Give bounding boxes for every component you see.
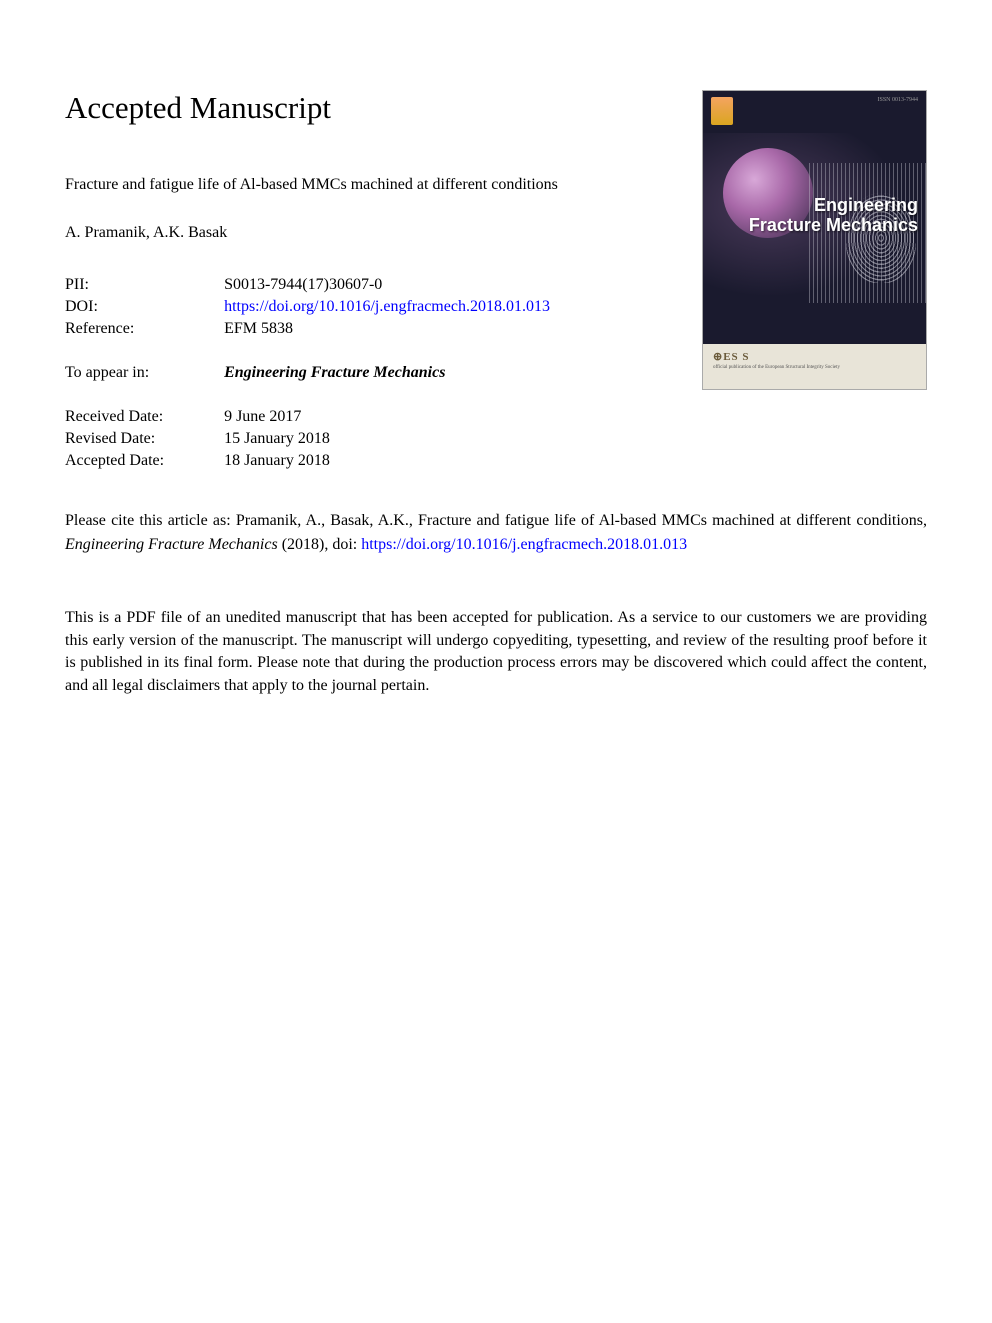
accepted-value: 18 January 2018: [224, 452, 550, 470]
meta-row-to-appear: To appear in: Engineering Fracture Mecha…: [65, 364, 550, 382]
meta-row-revised: Revised Date: 15 January 2018: [65, 430, 550, 448]
meta-row-reference: Reference: EFM 5838: [65, 320, 550, 338]
to-appear-label: To appear in:: [65, 364, 224, 382]
doi-value-link[interactable]: https://doi.org/10.1016/j.engfracmech.20…: [224, 298, 550, 316]
cover-title-box: Engineering Fracture Mechanics: [749, 196, 918, 236]
disclaimer-text: This is a PDF file of an unedited manusc…: [65, 607, 927, 697]
doi-label: DOI:: [65, 298, 224, 316]
left-content: Accepted Manuscript Fracture and fatigue…: [65, 90, 702, 474]
cover-top-band: ISSN 0013-7944: [703, 91, 926, 133]
citation-doi-link[interactable]: https://doi.org/10.1016/j.engfracmech.20…: [361, 536, 687, 553]
meta-row-accepted: Accepted Date: 18 January 2018: [65, 452, 550, 470]
accepted-manuscript-heading: Accepted Manuscript: [65, 90, 672, 126]
paper-title: Fracture and fatigue life of Al-based MM…: [65, 174, 672, 196]
revised-value: 15 January 2018: [224, 430, 550, 448]
citation-block: Please cite this article as: Pramanik, A…: [65, 509, 927, 557]
meta-row-received: Received Date: 9 June 2017: [65, 408, 550, 426]
citation-journal: Engineering Fracture Mechanics: [65, 536, 278, 553]
authors: A. Pramanik, A.K. Basak: [65, 224, 672, 242]
reference-value: EFM 5838: [224, 320, 550, 338]
citation-prefix: Please cite this article as: Pramanik, A…: [65, 512, 927, 529]
meta-row-doi: DOI: https://doi.org/10.1016/j.engfracme…: [65, 298, 550, 316]
accepted-label: Accepted Date:: [65, 452, 224, 470]
received-label: Received Date:: [65, 408, 224, 426]
revised-label: Revised Date:: [65, 430, 224, 448]
to-appear-value: Engineering Fracture Mechanics: [224, 364, 550, 382]
pii-label: PII:: [65, 276, 224, 294]
journal-cover-thumbnail: ISSN 0013-7944 Engineering Fracture Mech…: [702, 90, 927, 390]
cover-journal-title-line2: Fracture Mechanics: [749, 216, 918, 236]
cover-journal-title-line1: Engineering: [749, 196, 918, 216]
cover-ess-label: ⊕ES S: [713, 350, 916, 363]
received-value: 9 June 2017: [224, 408, 550, 426]
metadata-table: PII: S0013-7944(17)30607-0 DOI: https://…: [65, 272, 550, 474]
reference-label: Reference:: [65, 320, 224, 338]
cover-tagline: official publication of the European Str…: [713, 365, 916, 370]
citation-year-doi-prefix: (2018), doi:: [278, 536, 362, 553]
cover-bottom-band: ⊕ES S official publication of the Europe…: [703, 344, 926, 389]
cover-issn: ISSN 0013-7944: [877, 97, 918, 103]
meta-row-pii: PII: S0013-7944(17)30607-0: [65, 276, 550, 294]
spacer: [65, 386, 550, 404]
spacer: [65, 342, 550, 360]
pii-value: S0013-7944(17)30607-0: [224, 276, 550, 294]
header-row: Accepted Manuscript Fracture and fatigue…: [65, 90, 927, 474]
elsevier-logo-icon: [711, 97, 733, 125]
